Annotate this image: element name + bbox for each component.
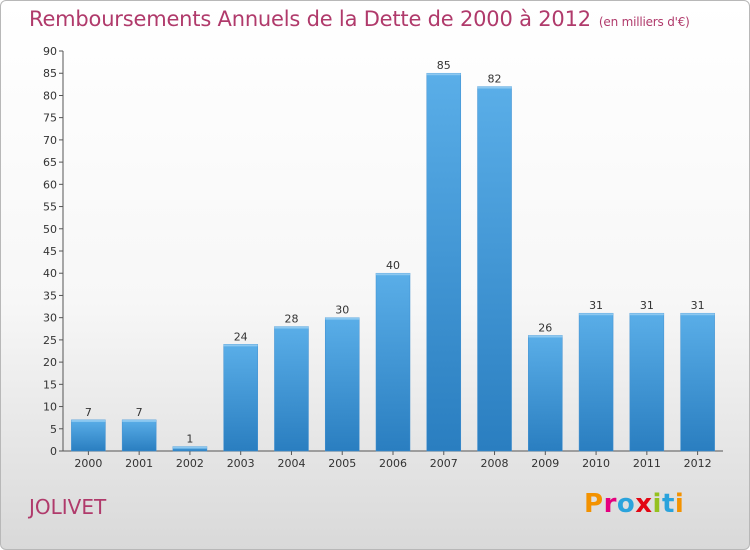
bar-value-label: 40 xyxy=(386,259,400,272)
bar-highlight xyxy=(579,313,614,316)
bar-value-label: 1 xyxy=(186,433,193,446)
y-tick-label: 65 xyxy=(43,156,57,169)
bar-value-label: 82 xyxy=(488,73,502,86)
x-tick-label: 2007 xyxy=(430,457,458,470)
bar-2001 xyxy=(121,419,157,452)
x-tick-label: 2008 xyxy=(481,457,509,470)
bar-highlight xyxy=(122,419,157,422)
y-tick-label: 15 xyxy=(43,378,57,391)
y-tick-label: 50 xyxy=(43,223,57,236)
bar-2007 xyxy=(426,72,462,452)
y-tick-label: 35 xyxy=(43,289,57,302)
x-tick-label: 2012 xyxy=(684,457,712,470)
bar-value-label: 26 xyxy=(538,321,552,334)
y-tick-label: 40 xyxy=(43,267,57,280)
bar-value-label: 31 xyxy=(589,299,603,312)
y-tick-label: 85 xyxy=(43,67,57,80)
bar-value-label: 28 xyxy=(284,313,298,326)
x-tick-label: 2005 xyxy=(328,457,356,470)
bar-highlight xyxy=(274,326,309,329)
bar-highlight xyxy=(528,335,563,338)
y-tick-label: 30 xyxy=(43,312,57,325)
bar-value-label: 31 xyxy=(640,299,654,312)
bar-value-label: 7 xyxy=(136,406,143,419)
y-tick-label: 55 xyxy=(43,201,57,214)
bar-value-label: 85 xyxy=(437,59,451,72)
x-tick-label: 2003 xyxy=(227,457,255,470)
x-tick-label: 2001 xyxy=(125,457,153,470)
bar-highlight xyxy=(426,73,461,76)
proxiti-logo: Proxiti xyxy=(584,489,685,519)
chart-subtitle: (en milliers d'€) xyxy=(598,15,690,29)
y-tick-label: 70 xyxy=(43,134,57,147)
bar-2010 xyxy=(578,312,614,452)
chart-title-text: Remboursements Annuels de la Dette de 20… xyxy=(29,7,591,31)
bar-highlight xyxy=(629,313,664,316)
x-tick-label: 2000 xyxy=(74,457,102,470)
bar-value-label: 30 xyxy=(335,304,349,317)
bar-highlight xyxy=(223,344,258,347)
bar-2004 xyxy=(274,326,309,452)
bar-2008 xyxy=(477,86,512,452)
bar-highlight xyxy=(376,273,410,276)
y-tick-label: 20 xyxy=(43,356,57,369)
bar-2006 xyxy=(375,272,411,452)
chart-title: Remboursements Annuels de la Dette de 20… xyxy=(29,7,690,31)
bar-value-label: 31 xyxy=(691,299,705,312)
y-tick-label: 5 xyxy=(50,423,57,436)
x-tick-label: 2010 xyxy=(582,457,610,470)
bar-value-label: 24 xyxy=(234,330,248,343)
commune-name: JOLIVET xyxy=(29,495,107,519)
y-tick-label: 45 xyxy=(43,245,57,258)
bar-2009 xyxy=(528,335,563,452)
y-tick-label: 0 xyxy=(50,445,57,458)
bar-highlight xyxy=(325,317,360,320)
bar-2012 xyxy=(680,312,715,452)
x-tick-label: 2006 xyxy=(379,457,407,470)
y-tick-label: 10 xyxy=(43,401,57,414)
y-tick-label: 80 xyxy=(43,89,57,102)
bar-2003 xyxy=(223,344,258,452)
bar-highlight xyxy=(680,313,715,316)
x-tick-label: 2002 xyxy=(176,457,204,470)
bar-2005 xyxy=(324,317,360,452)
y-tick-label: 90 xyxy=(43,45,57,58)
x-tick-label: 2004 xyxy=(277,457,305,470)
bar-2011 xyxy=(629,312,665,452)
bar-highlight xyxy=(477,86,512,89)
y-tick-label: 75 xyxy=(43,112,57,125)
y-tick-label: 25 xyxy=(43,334,57,347)
bar-value-label: 7 xyxy=(85,406,92,419)
bar-highlight xyxy=(71,419,106,422)
y-tick-label: 60 xyxy=(43,178,57,191)
bar-2000 xyxy=(71,419,106,452)
x-tick-label: 2009 xyxy=(531,457,559,470)
bar-highlight xyxy=(172,446,207,449)
x-tick-label: 2011 xyxy=(633,457,661,470)
